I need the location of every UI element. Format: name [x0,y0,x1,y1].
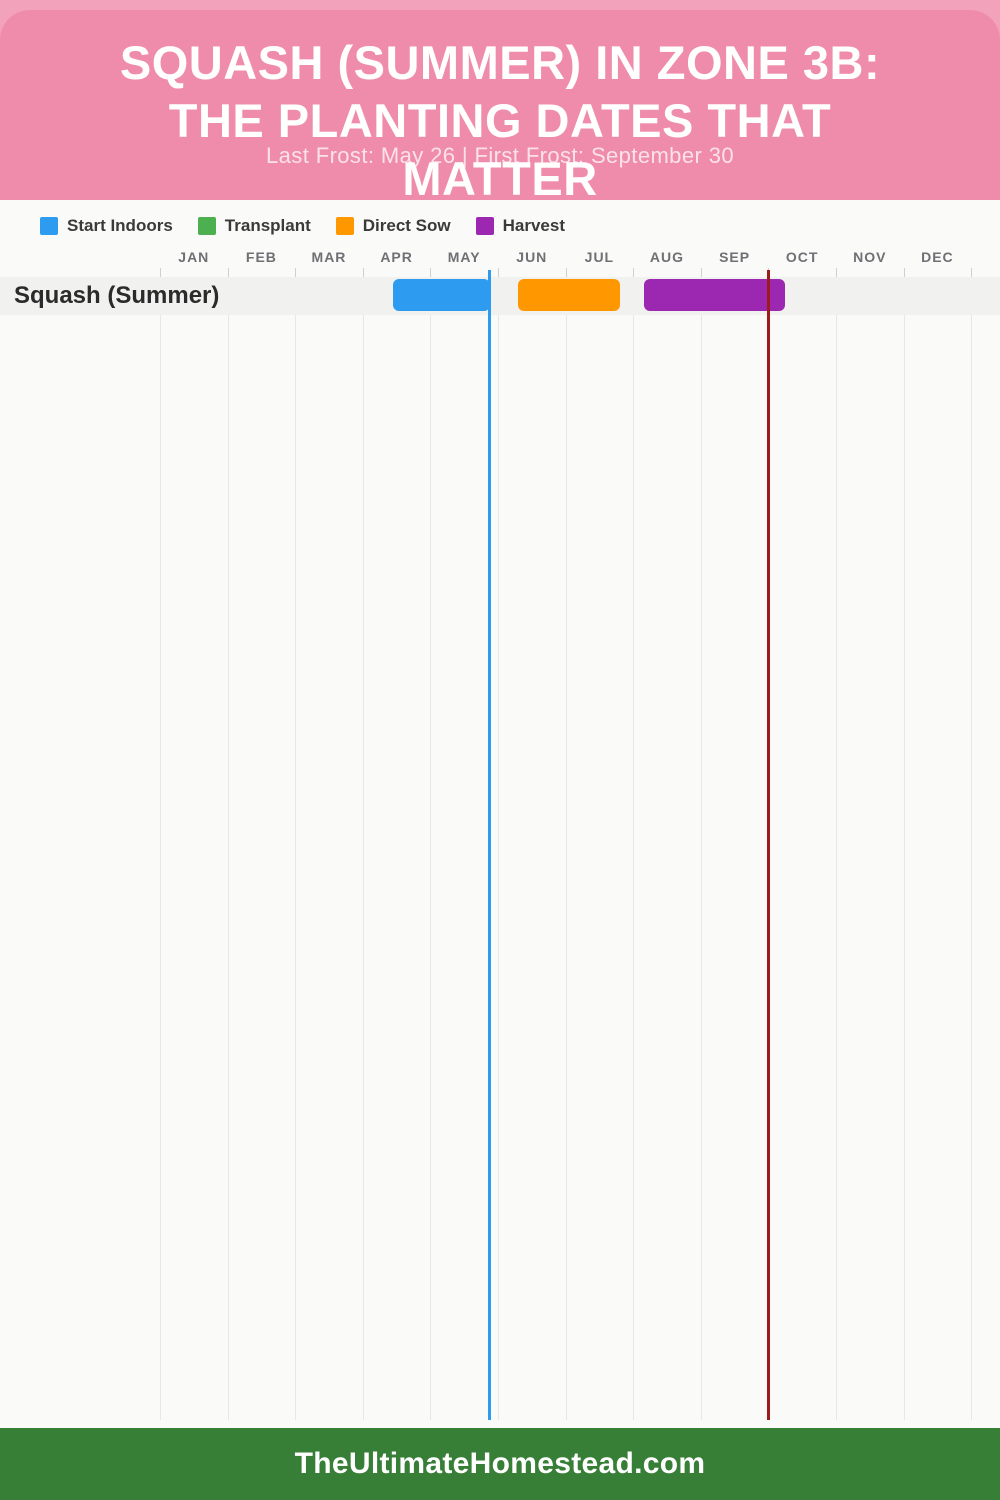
month-gridline [566,270,567,1420]
page-title-line3: MATTER [402,152,598,200]
legend-item-harvest: Harvest [475,216,565,236]
month-label-feb: FEB [245,249,277,265]
last-frost-line [487,270,491,1420]
month-label-sep: SEP [719,249,751,265]
month-gridline [498,270,499,1420]
header: SQUASH (SUMMER) IN ZONE 3B: THE PLANTING… [0,10,1000,200]
first-frost-line [766,270,770,1420]
legend-label: Direct Sow [362,216,451,235]
month-gridline [971,270,972,1420]
month-label-dec: DEC [921,249,954,265]
month-tick [904,268,905,277]
page-title-line2: THE PLANTING DATES THAT [168,94,832,147]
month-gridline [633,270,634,1420]
month-tick [430,268,431,277]
legend-item-start-indoors: Start Indoors [40,216,173,236]
month-gridline [228,270,229,1420]
month-tick [228,268,229,277]
frost-dates-subtitle: Last Frost: May 26 | First Frost: Septem… [266,143,734,168]
page-title: SQUASH (SUMMER) IN ZONE 3B: THE PLANTING… [0,34,1000,200]
month-tick [295,268,296,277]
month-tick [160,268,161,277]
month-label-nov: NOV [853,249,887,265]
month-tick [701,268,702,277]
crop-row-label: Squash (Summer) [14,282,220,309]
month-tick [363,268,364,277]
month-gridline [904,270,905,1420]
legend-item-direct-sow: Direct Sow [335,216,451,236]
month-label-mar: MAR [311,249,347,265]
crop-row: Squash (Summer) [0,277,1000,315]
month-gridline [295,270,296,1420]
month-gridline [701,270,702,1420]
bar-start-indoors [393,279,490,311]
month-label-oct: OCT [785,249,819,265]
month-gridline [430,270,431,1420]
legend-label: Start Indoors [67,216,173,235]
month-label-may: MAY [447,249,481,265]
legend-swatch-harvest [475,217,494,235]
legend: Start Indoors Transplant Direct Sow Harvest [40,216,565,236]
page-title-line1: SQUASH (SUMMER) IN ZONE 3B: [119,36,881,89]
legend-swatch-direct-sow [335,217,354,235]
month-label-aug: AUG [649,249,685,265]
month-gridline [160,270,161,1420]
legend-swatch-transplant [197,217,216,235]
month-gridline [836,270,837,1420]
legend-swatch-start-indoors [40,217,58,235]
bar-direct-sow [518,279,621,311]
month-label-apr: APR [380,249,413,265]
legend-item-transplant: Transplant [197,216,311,236]
legend-label: Transplant [224,216,311,235]
month-label-jan: JAN [178,249,210,265]
site-name: TheUltimateHomestead.com [294,1447,706,1480]
footer: TheUltimateHomestead.com [0,1428,1000,1500]
month-tick [971,268,972,277]
month-tick [633,268,634,277]
month-tick [836,268,837,277]
bar-harvest [644,279,786,311]
month-label-jul: JUL [584,249,615,265]
month-tick [498,268,499,277]
month-tick [566,268,567,277]
month-label-jun: JUN [516,249,548,265]
month-gridline [363,270,364,1420]
legend-label: Harvest [502,216,565,235]
